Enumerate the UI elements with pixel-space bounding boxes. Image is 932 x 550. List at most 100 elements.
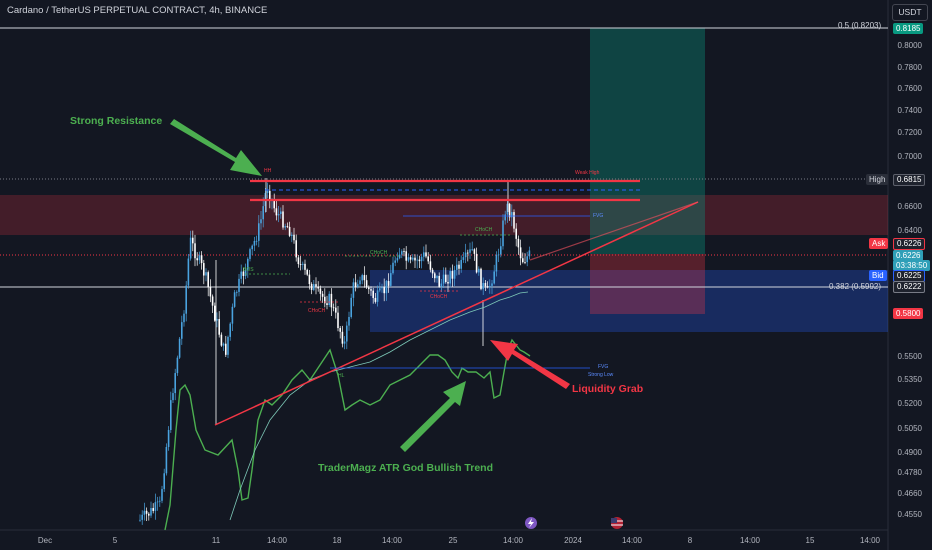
high-label: High xyxy=(866,174,889,185)
candle-body xyxy=(284,226,286,228)
candle-body xyxy=(447,282,449,284)
candle-body xyxy=(244,269,247,276)
candle-body xyxy=(414,257,416,261)
candle-body xyxy=(460,259,462,269)
candle-body xyxy=(255,240,258,242)
trendline-projection xyxy=(529,201,699,261)
candle-body xyxy=(159,500,161,502)
time-tick: 25 xyxy=(448,536,458,545)
candle-body xyxy=(176,357,179,374)
candle-body xyxy=(275,208,278,216)
liquidity-grab-arrow xyxy=(490,340,570,389)
candle-body xyxy=(293,234,295,241)
candle-body xyxy=(526,256,528,263)
candle-body xyxy=(209,287,212,297)
price-tick: 0.5200 xyxy=(897,399,922,408)
time-tick: 14:00 xyxy=(266,536,288,545)
fib-level-top-label: 0.5 (0.8203) xyxy=(838,21,882,30)
candle-body xyxy=(141,514,143,520)
candle-body xyxy=(196,258,198,261)
candle-body xyxy=(511,212,513,218)
candle-body xyxy=(440,283,443,287)
trend-arrow xyxy=(400,381,466,452)
candle-body xyxy=(266,190,269,193)
candle-body xyxy=(324,296,326,304)
candle-body xyxy=(429,261,432,270)
candle-body xyxy=(330,293,333,308)
high-price-badge: 0.6815 xyxy=(893,174,926,186)
candle-body xyxy=(478,268,480,273)
candle-body xyxy=(315,284,317,287)
candle-body xyxy=(277,214,280,216)
candle-body xyxy=(304,263,306,270)
candle-body xyxy=(436,275,438,279)
time-tick: 14:00 xyxy=(739,536,761,545)
candle-body xyxy=(220,334,223,346)
fvg-label-bottom: FVG xyxy=(598,364,609,370)
candle-body xyxy=(489,285,491,288)
candle-body xyxy=(313,284,315,290)
candle-body xyxy=(211,296,214,306)
ascending-trendline xyxy=(214,201,699,426)
choch-label-2: CHoCH xyxy=(475,227,493,233)
candle-body xyxy=(401,251,403,255)
candle-body xyxy=(253,240,256,246)
candle-body xyxy=(262,206,264,220)
candle-body xyxy=(282,211,284,228)
candle-body xyxy=(374,297,377,302)
candle-body xyxy=(442,274,445,284)
candle-body xyxy=(473,249,476,254)
candle-body xyxy=(467,252,469,254)
candle-body xyxy=(139,519,141,521)
candle-body xyxy=(348,316,350,326)
candle-body xyxy=(154,502,157,511)
candle-body xyxy=(502,220,504,247)
candle-body xyxy=(299,264,302,265)
candle-body xyxy=(297,257,300,265)
candle-body xyxy=(335,307,337,313)
candle-body xyxy=(438,275,440,287)
candle-body xyxy=(321,293,324,297)
moving-average xyxy=(229,291,529,521)
candle-body xyxy=(480,268,482,290)
candle-body xyxy=(462,257,465,260)
candle-body xyxy=(167,429,170,447)
price-tick: 0.6400 xyxy=(897,226,922,235)
candle-body xyxy=(504,214,506,221)
candle-body xyxy=(390,273,392,286)
candle-body xyxy=(361,275,363,281)
candle-body xyxy=(143,510,146,515)
candle-body xyxy=(372,290,374,298)
chart-title: Cardano / TetherUS PERPETUAL CONTRACT, 4… xyxy=(7,5,268,16)
time-tick: 14:00 xyxy=(381,536,403,545)
candle-body xyxy=(387,281,390,286)
time-tick: 14:00 xyxy=(621,536,643,545)
candle-body xyxy=(398,254,401,259)
candle-body xyxy=(214,305,216,321)
candle-body xyxy=(258,223,260,241)
candle-body xyxy=(416,259,418,261)
candle-body xyxy=(242,271,245,276)
candle-body xyxy=(249,249,251,259)
candle-body xyxy=(383,287,385,294)
candle-body xyxy=(341,331,344,344)
candle-body xyxy=(482,283,484,290)
candle-body xyxy=(515,228,517,239)
candle-body xyxy=(409,257,412,260)
candle-body xyxy=(247,258,249,270)
candle-body xyxy=(427,256,429,262)
trend-indicator-label: TraderMagz ATR God Bullish Trend xyxy=(318,462,494,474)
candle-body xyxy=(231,306,234,324)
candle-body xyxy=(310,284,313,290)
candle-body xyxy=(354,282,357,287)
time-tick: 11 xyxy=(211,536,221,545)
support-zone xyxy=(370,270,888,332)
weak-high-label: Weak High xyxy=(575,170,600,176)
time-tick: 14:00 xyxy=(502,536,524,545)
price-tick: 0.4780 xyxy=(897,468,922,477)
currency-button[interactable]: USDT xyxy=(892,4,928,21)
candle-body xyxy=(280,211,282,215)
candle-body xyxy=(425,252,427,257)
